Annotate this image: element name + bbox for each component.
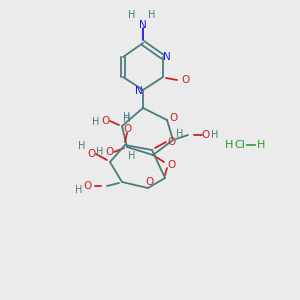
Text: H: H bbox=[123, 112, 131, 122]
Text: O: O bbox=[167, 160, 175, 170]
Text: O: O bbox=[169, 113, 177, 123]
Text: O: O bbox=[202, 130, 210, 140]
Text: O: O bbox=[181, 75, 189, 85]
Text: Cl: Cl bbox=[235, 140, 245, 150]
Text: H: H bbox=[225, 140, 233, 150]
Text: O: O bbox=[146, 177, 154, 187]
Text: N: N bbox=[139, 20, 147, 30]
Text: H: H bbox=[78, 141, 86, 151]
Text: N: N bbox=[163, 52, 171, 62]
Text: H: H bbox=[123, 114, 131, 124]
Text: N: N bbox=[135, 86, 143, 96]
Text: H: H bbox=[75, 185, 83, 195]
Text: O: O bbox=[87, 149, 95, 159]
Text: H: H bbox=[211, 130, 219, 140]
Text: H: H bbox=[148, 10, 156, 20]
Text: H: H bbox=[92, 117, 100, 127]
Text: O: O bbox=[102, 116, 110, 126]
Text: H: H bbox=[257, 140, 265, 150]
Text: H: H bbox=[128, 151, 136, 161]
Text: O: O bbox=[168, 137, 176, 147]
Text: H: H bbox=[96, 147, 104, 157]
Text: O: O bbox=[123, 124, 131, 134]
Text: O: O bbox=[106, 147, 114, 157]
Text: O: O bbox=[84, 181, 92, 191]
Text: H: H bbox=[176, 129, 184, 139]
Text: H: H bbox=[128, 10, 136, 20]
